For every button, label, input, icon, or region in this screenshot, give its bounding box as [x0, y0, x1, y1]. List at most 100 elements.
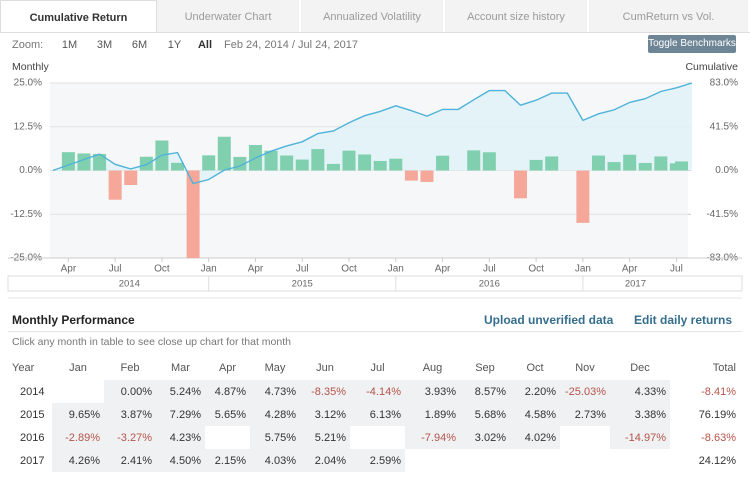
bar [186, 170, 200, 259]
month-cell[interactable]: 3.93% [405, 380, 460, 403]
column-header: Oct [526, 362, 544, 374]
month-cell[interactable]: 8.57% [460, 380, 510, 403]
bar [202, 155, 216, 171]
bar [139, 156, 153, 171]
zoom-option[interactable]: All [197, 39, 213, 51]
month-cell[interactable]: 4.58% [510, 403, 560, 426]
total-cell: -8.41% [701, 385, 736, 398]
month-cell[interactable]: 4.73% [250, 380, 300, 403]
month-cell[interactable]: 5.24% [156, 380, 205, 403]
month-cell[interactable]: 2.04% [300, 449, 350, 472]
x-tick-label: Apr [61, 264, 77, 275]
year-label: 2014 [119, 279, 140, 290]
toggle-benchmarks-button[interactable]: Toggle Benchmarks [648, 35, 736, 53]
month-cell[interactable]: -8.35% [300, 380, 350, 403]
month-cell[interactable]: 3.38% [610, 403, 670, 426]
bar [217, 136, 231, 171]
bar [514, 170, 528, 199]
column-header: May [264, 362, 286, 374]
month-cell[interactable]: 4.26% [52, 449, 104, 472]
column-header: Total [712, 362, 736, 374]
month-cell [610, 449, 670, 472]
month-cell[interactable]: -3.27% [104, 426, 156, 449]
column-header: Jun [316, 362, 334, 374]
x-tick-label: Jul [670, 264, 683, 275]
tab[interactable]: Underwater Chart [157, 0, 301, 32]
month-cell[interactable]: 9.65% [52, 403, 104, 426]
month-cell[interactable]: 3.87% [104, 403, 156, 426]
zoom-option[interactable]: 3M [96, 39, 113, 51]
edit-link[interactable]: Edit daily returns [634, 313, 733, 327]
month-cell[interactable]: 4.50% [156, 449, 205, 472]
month-cell[interactable]: 7.29% [156, 403, 205, 426]
monthly-table: Year Jan Feb Mar Apr May Jun Jul Aug Sep Oct Nov Dec… [8, 356, 740, 472]
date-range[interactable]: Feb 24, 2014 / Jul 24, 2017 [224, 39, 358, 51]
tab[interactable]: Annualized Volatility [301, 0, 445, 32]
zoom-bar: Zoom: 1M 3M 6M 1Y All Feb 24, 2014 / Jul 24,… [12, 39, 358, 51]
zoom-options: 1M 3M 6M 1Y All [52, 39, 218, 51]
month-cell[interactable]: 4.03% [250, 449, 300, 472]
month-cell[interactable]: 4.02% [510, 426, 560, 449]
column-header: Dec [630, 362, 650, 374]
section-title: Monthly Performance [12, 313, 135, 327]
month-cell[interactable]: -14.97% [610, 426, 670, 449]
y-tick-label: -12.5% [10, 209, 42, 220]
total-cell: 76.19% [698, 408, 736, 421]
x-tick-label: Oct [528, 264, 544, 275]
bar [373, 160, 387, 171]
bar [591, 155, 605, 171]
bar [529, 159, 543, 171]
month-cell [560, 449, 610, 472]
month-cell[interactable]: 4.28% [250, 403, 300, 426]
zoom-option[interactable]: 1M [61, 39, 78, 51]
month-cell[interactable]: -25.03% [560, 380, 610, 403]
bar [545, 156, 559, 171]
month-cell[interactable]: 3.02% [460, 426, 510, 449]
bar [342, 150, 356, 171]
column-header: Aug [422, 362, 443, 374]
month-cell[interactable]: 2.20% [510, 380, 560, 403]
divider [8, 331, 742, 332]
x-tick-label: Apr [622, 264, 638, 275]
month-cell[interactable]: -4.14% [350, 380, 405, 403]
month-cell[interactable]: 5.75% [250, 426, 300, 449]
tab[interactable]: CumReturn vs Vol. [589, 0, 750, 32]
month-cell[interactable]: 4.33% [610, 380, 670, 403]
bar [436, 155, 450, 171]
month-cell[interactable]: 4.87% [205, 380, 250, 403]
month-cell[interactable]: 4.23% [156, 426, 205, 449]
month-cell [405, 449, 460, 472]
note: Click any month in table to see close up… [12, 336, 291, 348]
bar [61, 152, 75, 171]
year-cell: 2016 [20, 431, 45, 444]
tab[interactable]: Cumulative Return [0, 0, 157, 32]
zoom-option[interactable]: 6M [131, 39, 148, 51]
x-tick-label: Apr [435, 264, 451, 275]
bar [124, 170, 138, 185]
month-cell[interactable]: 2.41% [104, 449, 156, 472]
bar [467, 150, 481, 171]
month-cell[interactable]: 5.65% [205, 403, 250, 426]
zoom-option[interactable]: 1Y [167, 39, 182, 51]
tab[interactable]: Account size history [445, 0, 589, 32]
cumulative-line [52, 82, 693, 185]
column-header: Feb [120, 362, 140, 374]
bar [389, 158, 403, 171]
month-cell[interactable]: 5.68% [460, 403, 510, 426]
month-cell[interactable]: 3.12% [300, 403, 350, 426]
month-cell[interactable]: 2.73% [560, 403, 610, 426]
column-header: Jul [370, 362, 385, 374]
month-cell[interactable]: 6.13% [350, 403, 405, 426]
x-tick-label: Jul [109, 264, 122, 275]
upload-link[interactable]: Upload unverified data [484, 313, 614, 327]
x-tick-label: Jan [575, 264, 591, 275]
month-cell[interactable]: 1.89% [405, 403, 460, 426]
bar [576, 170, 590, 223]
month-cell[interactable]: 2.15% [205, 449, 250, 472]
month-cell[interactable]: -2.89% [52, 426, 104, 449]
month-cell[interactable]: 5.21% [300, 426, 350, 449]
column-header: Jan [69, 362, 87, 374]
month-cell[interactable]: 0.00% [104, 380, 156, 403]
month-cell[interactable]: -7.94% [405, 426, 460, 449]
month-cell[interactable]: 2.59% [350, 449, 405, 472]
